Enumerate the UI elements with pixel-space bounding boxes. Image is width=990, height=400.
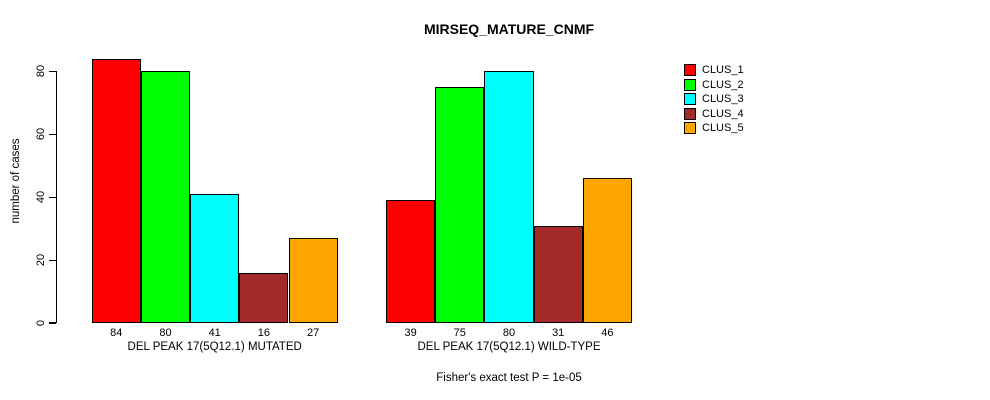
legend-swatch-clus_4: [684, 107, 696, 120]
legend-item: CLUS_3: [684, 92, 744, 107]
group-label: DEL PEAK 17(5Q12.1) WILD-TYPE: [417, 341, 601, 353]
legend-label: CLUS_2: [702, 78, 744, 91]
bar-clus_4-group-1: [239, 272, 289, 323]
bar-clus_5-group-2: [582, 178, 632, 323]
bar-value-label: 80: [502, 327, 516, 339]
bar-clus_3-group-1: [190, 194, 240, 323]
y-axis-line: [56, 71, 58, 323]
bar-value-label: 84: [110, 327, 123, 339]
legend-label: CLUS_3: [702, 93, 744, 105]
y-axis-tick-label: 0: [35, 319, 47, 327]
group-label: DEL PEAK 17(5Q12.1) MUTATED: [127, 341, 302, 353]
bar-clus_2-group-1: [140, 71, 191, 323]
bar-clus_1-group-2: [386, 200, 436, 323]
bar-value-label: 41: [208, 327, 221, 339]
bar-clus_4-group-2: [533, 225, 583, 323]
y-axis-label: number of cases: [10, 138, 22, 224]
bar-value-label: 80: [159, 327, 172, 339]
bar-clus_2-group-2: [435, 87, 485, 323]
bar-value-label: 75: [453, 327, 466, 339]
fisher-test-caption: Fisher's exact test P = 1e-05: [436, 372, 582, 384]
legend-swatch-clus_2: [684, 78, 696, 91]
y-axis-tick-label: 60: [35, 128, 47, 141]
y-axis-tick-label: 40: [35, 191, 47, 204]
legend-item: CLUS_2: [684, 78, 744, 93]
y-axis-tick-label: 80: [35, 65, 47, 78]
legend-item: CLUS_5: [684, 121, 744, 136]
bar-value-label: 16: [257, 327, 271, 339]
legend-swatch-clus_3: [684, 93, 696, 106]
chart-title: MIRSEQ_MATURE_CNMF: [423, 21, 595, 37]
y-axis-tick: [49, 259, 56, 261]
y-axis-tick-label: 20: [35, 253, 47, 267]
bar-value-label: 46: [601, 327, 614, 339]
legend: CLUS_1 CLUS_2 CLUS_3 CLUS_4 CLUS_5: [684, 63, 744, 136]
bar-value-label: 27: [306, 327, 320, 339]
legend-label: CLUS_4: [702, 107, 744, 120]
legend-swatch-clus_1: [684, 64, 696, 77]
legend-item: CLUS_1: [684, 63, 744, 78]
bar-clus_3-group-2: [484, 71, 534, 323]
y-axis-tick: [49, 70, 56, 73]
bar-clus_5-group-1: [288, 238, 338, 323]
y-axis-tick: [49, 196, 56, 198]
bar-value-label: 39: [404, 327, 417, 339]
legend-item: CLUS_4: [684, 107, 744, 122]
legend-label: CLUS_1: [702, 64, 744, 76]
legend-label: CLUS_5: [702, 122, 744, 134]
bar-value-label: 31: [552, 327, 565, 339]
legend-swatch-clus_5: [684, 122, 696, 135]
bar-clus_1-group-1: [91, 58, 141, 323]
y-axis-tick: [49, 133, 56, 135]
y-axis-tick: [49, 322, 56, 324]
